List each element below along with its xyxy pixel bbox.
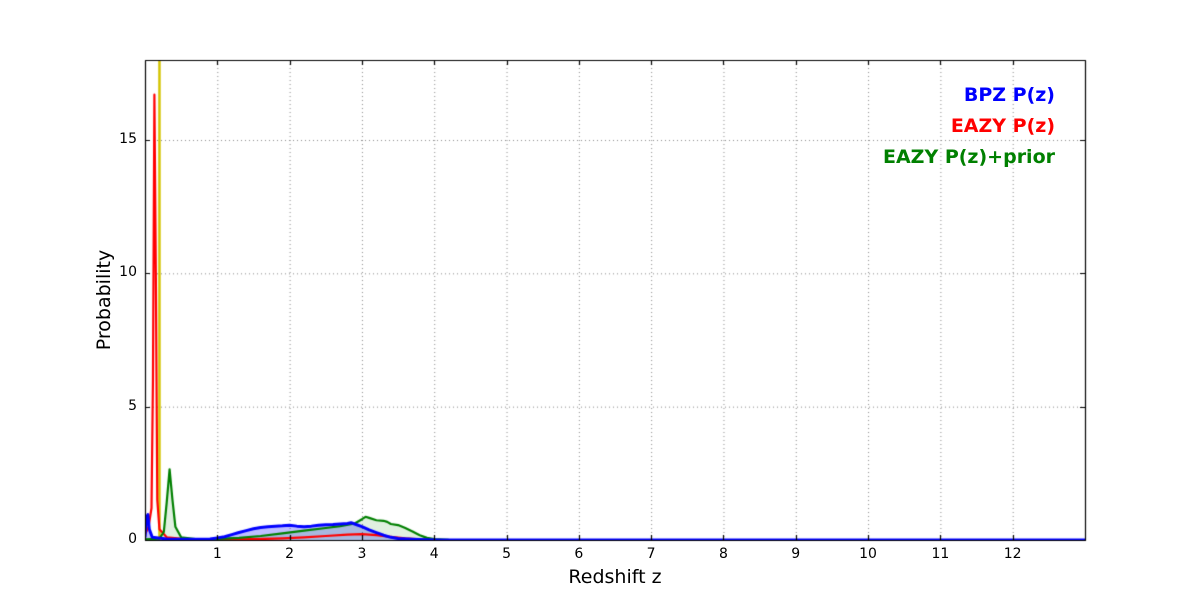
y-axis-label: Probability — [93, 249, 115, 351]
legend-item: BPZ P(z) — [963, 84, 1055, 106]
legend: BPZ P(z) EAZY P(z) EAZY P(z)+prior — [883, 80, 1055, 173]
legend-item: EAZY P(z)+prior — [882, 146, 1055, 168]
x-axis-label: Redshift z — [568, 566, 662, 588]
legend-item: EAZY P(z) — [950, 115, 1055, 137]
